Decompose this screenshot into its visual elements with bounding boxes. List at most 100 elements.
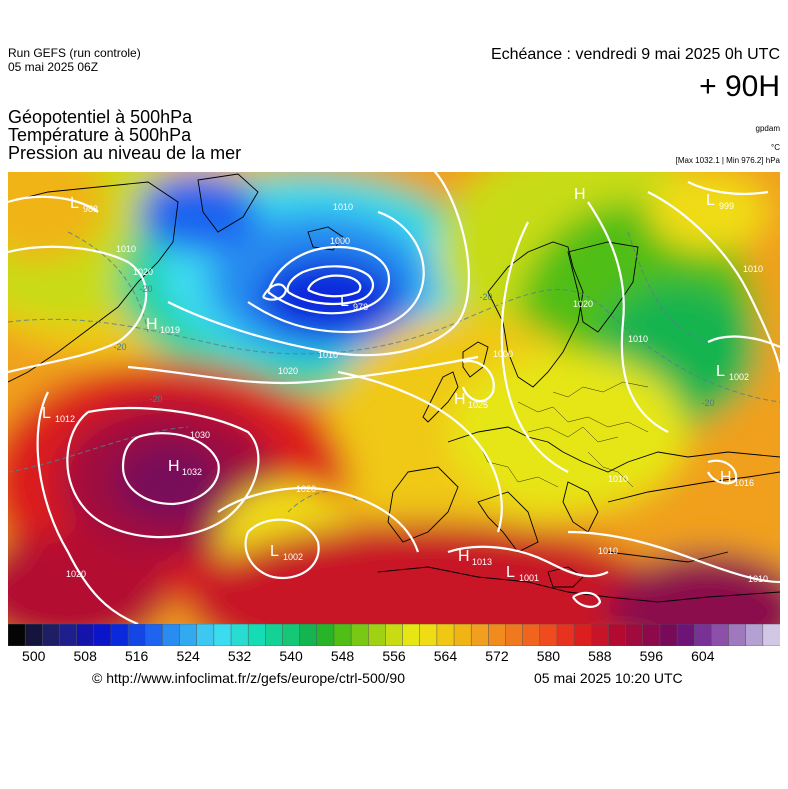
color-scale-swatch [127, 624, 146, 646]
svg-text:1012: 1012 [55, 414, 75, 424]
svg-text:1019: 1019 [160, 325, 180, 335]
weather-map: 1010 1000 1010 1010 1020 1020 1030 1020 … [8, 172, 780, 624]
pressure-center: H 1013 [458, 548, 492, 567]
color-scale [8, 624, 780, 646]
isobar-label: 1020 [66, 569, 86, 579]
pressure-center: H 1032 [168, 458, 202, 477]
pressure-center: L 1002 [270, 543, 303, 562]
color-scale-swatch [470, 624, 489, 646]
run-info: Run GEFS (run controle) 05 mai 2025 06Z [8, 46, 141, 74]
pressure-center: L 1012 [42, 405, 75, 424]
color-scale-swatch [316, 624, 335, 646]
svg-text:1016: 1016 [734, 478, 754, 488]
color-scale-swatch [299, 624, 318, 646]
svg-text:1032: 1032 [182, 467, 202, 477]
svg-text:1002: 1002 [729, 372, 749, 382]
isobar-label: 1010 [748, 574, 768, 584]
pressure-center: L 1002 [716, 363, 749, 382]
color-scale-swatch [488, 624, 507, 646]
isobar-labels: 1010 1000 1010 1010 1020 1020 1030 1020 … [66, 202, 768, 584]
color-scale-tick: 500 [22, 648, 46, 664]
color-scale-swatch [505, 624, 524, 646]
color-scale-swatch [436, 624, 455, 646]
svg-text:978: 978 [353, 302, 368, 312]
svg-text:1001: 1001 [519, 573, 539, 583]
color-scale-swatch [573, 624, 592, 646]
source-url[interactable]: © http://www.infoclimat.fr/z/gefs/europe… [92, 670, 406, 686]
color-scale-swatch [93, 624, 112, 646]
generation-time: 05 mai 2025 10:20 UTC [534, 670, 683, 686]
color-scale-swatch [539, 624, 558, 646]
pressure-center: L 1001 [506, 564, 539, 583]
svg-text:L: L [716, 363, 725, 380]
isotherm-labels: -20 -20 -20 -20 -20 [113, 284, 714, 408]
svg-text:H: H [458, 548, 470, 565]
color-scale-swatch [591, 624, 609, 646]
color-scale-swatch [282, 624, 301, 646]
color-scale-tick: 564 [433, 648, 458, 664]
color-scale-swatch [42, 624, 61, 646]
pressure-range: [Max 1032.1 | Min 976.2] hPa [675, 156, 780, 165]
pressure-center: H 1019 [146, 316, 180, 335]
color-scale-swatch [711, 624, 730, 646]
isobar-label: 1020 [133, 267, 153, 277]
color-scale-swatch [676, 624, 695, 646]
color-scale-tick: 540 [279, 648, 303, 664]
color-scale-tick: 508 [73, 648, 97, 664]
color-scale-swatch [625, 624, 644, 646]
color-scale-swatch [265, 624, 284, 646]
svg-text:H: H [454, 391, 466, 408]
color-scale-swatch [608, 624, 627, 646]
svg-text:H: H [146, 316, 158, 333]
color-scale-swatch [230, 624, 249, 646]
color-scale-swatch [196, 624, 215, 646]
color-scale-swatch [402, 624, 421, 646]
run-date: 05 mai 2025 06Z [8, 60, 99, 74]
isobar-label: 1000 [493, 349, 513, 359]
isobar-label: 1030 [190, 430, 210, 440]
run-model: Run GEFS (run controle) [8, 46, 141, 60]
svg-text:H: H [720, 469, 732, 486]
svg-text:L: L [270, 543, 279, 560]
color-scale-tick: 588 [588, 648, 612, 664]
isotherm-label: -20 [701, 398, 714, 408]
color-scale-swatch [762, 624, 780, 646]
isobar-label: 1020 [296, 484, 316, 494]
pressure-center: L 988 [70, 195, 98, 214]
color-scale-tick: 572 [485, 648, 509, 664]
color-scale-swatch [693, 624, 712, 646]
isobar-label: 1010 [628, 334, 648, 344]
color-scale-tick: 548 [330, 648, 355, 664]
color-scale-swatch [368, 624, 386, 646]
svg-text:L: L [706, 192, 715, 209]
color-scale-swatch [162, 624, 181, 646]
color-scale-swatch [333, 624, 352, 646]
pressure-centers: L 988 H 1019 L 1012 L 978 H 1032 L 1002 H 1025 … [42, 186, 754, 583]
isotherms [8, 231, 780, 513]
color-scale-swatch [24, 624, 43, 646]
isotherm-label: -20 [149, 394, 162, 404]
color-scale-swatch [350, 624, 369, 646]
color-scale-tick: 524 [176, 648, 200, 664]
svg-text:L: L [42, 405, 51, 422]
pressure-center: L 999 [706, 192, 734, 211]
svg-text:1025: 1025 [468, 400, 488, 410]
svg-text:L: L [70, 195, 79, 212]
color-scale-swatch [385, 624, 404, 646]
color-scale-tick: 556 [382, 648, 406, 664]
pressure-center: L 978 [340, 293, 368, 312]
isotherm-label: -20 [479, 292, 492, 302]
title-temperature: Température à 500hPa [8, 125, 192, 145]
color-scale-swatch [556, 624, 575, 646]
isobar-label: 1000 [330, 236, 350, 246]
isobar-label: 1010 [333, 202, 353, 212]
color-scale-swatch [659, 624, 678, 646]
lead-time: + 90H [699, 70, 780, 103]
pressure-center: H 1025 [454, 391, 488, 410]
color-scale-swatch [144, 624, 163, 646]
borders [477, 381, 649, 488]
isobar-label: 1010 [743, 264, 763, 274]
map-titles: Géopotentiel à 500hPa Température à 500h… [8, 108, 241, 162]
color-scale-tick: 604 [691, 648, 715, 664]
isobar-label: 1010 [608, 474, 628, 484]
